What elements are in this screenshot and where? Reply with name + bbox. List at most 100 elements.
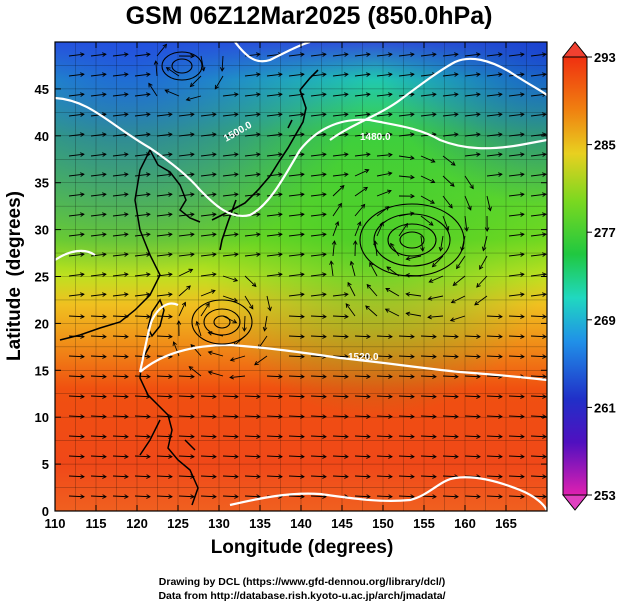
- streamline-segment: [310, 435, 327, 438]
- streamline-segment: [464, 93, 480, 97]
- streamline-arrowhead: [366, 474, 371, 479]
- streamline-segment: [310, 475, 327, 478]
- streamline-segment: [196, 321, 202, 337]
- streamline-segment: [266, 213, 282, 217]
- streamline-arrowhead: [520, 52, 525, 57]
- streamline-segment: [156, 233, 172, 237]
- streamline-arrowhead: [322, 334, 327, 339]
- streamline-segment: [310, 335, 327, 338]
- streamline-arrowhead: [366, 494, 371, 499]
- streamline-segment: [376, 190, 392, 197]
- streamline-segment: [288, 455, 305, 458]
- streamline-arrowhead: [80, 354, 85, 359]
- streamline-segment: [222, 295, 238, 302]
- x-tick-label: 165: [495, 516, 517, 531]
- streamline-arrowhead: [476, 112, 481, 117]
- streamline-segment: [508, 495, 525, 498]
- streamline-arrowhead: [190, 152, 195, 157]
- streamline-segment: [68, 293, 84, 297]
- streamline-segment: [398, 475, 415, 478]
- streamline-arrowhead: [300, 474, 305, 479]
- streamline-segment: [486, 475, 503, 478]
- streamline-segment: [420, 155, 435, 163]
- streamline-arrowhead: [520, 414, 525, 419]
- streamline-arrowhead: [146, 132, 151, 137]
- streamline-arrowhead: [366, 414, 371, 419]
- y-tick-label: 25: [35, 270, 49, 285]
- streamline-arrowhead: [190, 192, 195, 197]
- streamline-arrowhead: [256, 72, 261, 77]
- streamline-arrowhead: [124, 292, 129, 297]
- streamline-segment: [464, 395, 481, 398]
- streamline-segment: [90, 213, 106, 217]
- streamline-segment: [486, 355, 503, 358]
- streamline-arrowhead: [454, 434, 459, 439]
- streamline-arrowhead: [124, 494, 129, 499]
- streamline-arrowhead: [388, 374, 393, 379]
- streamline-arrowhead: [124, 212, 129, 217]
- streamline-arrowhead: [190, 374, 195, 379]
- streamline-segment: [264, 315, 268, 331]
- streamline-arrowhead: [242, 327, 247, 332]
- streamline-arrowhead: [190, 212, 195, 217]
- streamline-arrowhead: [300, 172, 305, 177]
- streamline-segment: [134, 315, 151, 318]
- streamline-arrowhead: [420, 247, 425, 252]
- streamline-segment: [464, 355, 481, 358]
- streamline-segment: [420, 355, 437, 358]
- streamline-arrowhead: [278, 272, 283, 277]
- streamline-arrowhead: [322, 72, 327, 77]
- streamline-arrowhead: [388, 334, 393, 339]
- x-tick-label: 135: [249, 516, 271, 531]
- streamline-arrowhead: [349, 260, 355, 266]
- streamline-arrowhead: [542, 374, 547, 379]
- streamline-segment: [530, 233, 546, 237]
- streamline-arrowhead: [168, 212, 173, 217]
- streamline-arrowhead: [102, 374, 107, 379]
- streamline-segment: [398, 455, 415, 458]
- streamline-arrowhead: [366, 92, 371, 97]
- colorbar: 293 285 277 269 261 253: [561, 41, 616, 511]
- streamline-segment: [156, 375, 173, 378]
- streamline-segment: [266, 153, 282, 157]
- streamline-arrowhead: [410, 454, 415, 459]
- streamline-segment: [464, 435, 481, 438]
- streamline-segment: [354, 169, 369, 177]
- streamline-arrowhead: [278, 132, 283, 137]
- streamline-segment: [200, 273, 216, 277]
- x-tick-label: 145: [331, 516, 353, 531]
- streamline-segment: [508, 355, 525, 358]
- streamline-segment: [134, 133, 150, 137]
- streamline-segment: [90, 375, 107, 378]
- streamline-arrowhead: [469, 184, 474, 190]
- streamline-segment: [112, 435, 129, 438]
- streamline-arrowhead: [365, 305, 370, 310]
- streamline-segment: [450, 315, 466, 321]
- streamline-segment: [112, 113, 128, 117]
- streamline-arrowhead: [102, 454, 107, 459]
- streamline-arrowhead: [80, 172, 85, 177]
- streamline-arrowhead: [190, 132, 195, 137]
- streamline-segment: [178, 233, 194, 237]
- streamline-arrowhead: [146, 434, 151, 439]
- streamline-arrowhead: [430, 158, 436, 163]
- streamline-segment: [90, 435, 107, 438]
- streamline-segment: [508, 455, 525, 458]
- streamline-segment: [530, 253, 546, 257]
- streamline-segment: [453, 275, 466, 286]
- streamline-segment: [376, 73, 392, 77]
- streamline-arrowhead: [542, 172, 547, 177]
- coastline-philippines: [139, 344, 199, 506]
- streamline-segment: [166, 67, 180, 77]
- streamline-segment: [200, 435, 217, 438]
- streamline-arrowhead: [146, 494, 151, 499]
- streamline-arrowhead: [432, 454, 437, 459]
- streamline-arrowhead: [102, 212, 107, 217]
- streamline-segment: [310, 213, 326, 217]
- streamline-arrowhead: [467, 205, 472, 211]
- streamline-segment: [90, 153, 106, 157]
- streamline-arrowhead: [234, 414, 239, 419]
- streamline-arrowhead: [233, 277, 239, 282]
- streamline-arrowhead: [432, 334, 437, 339]
- streamline-arrowhead: [476, 52, 481, 57]
